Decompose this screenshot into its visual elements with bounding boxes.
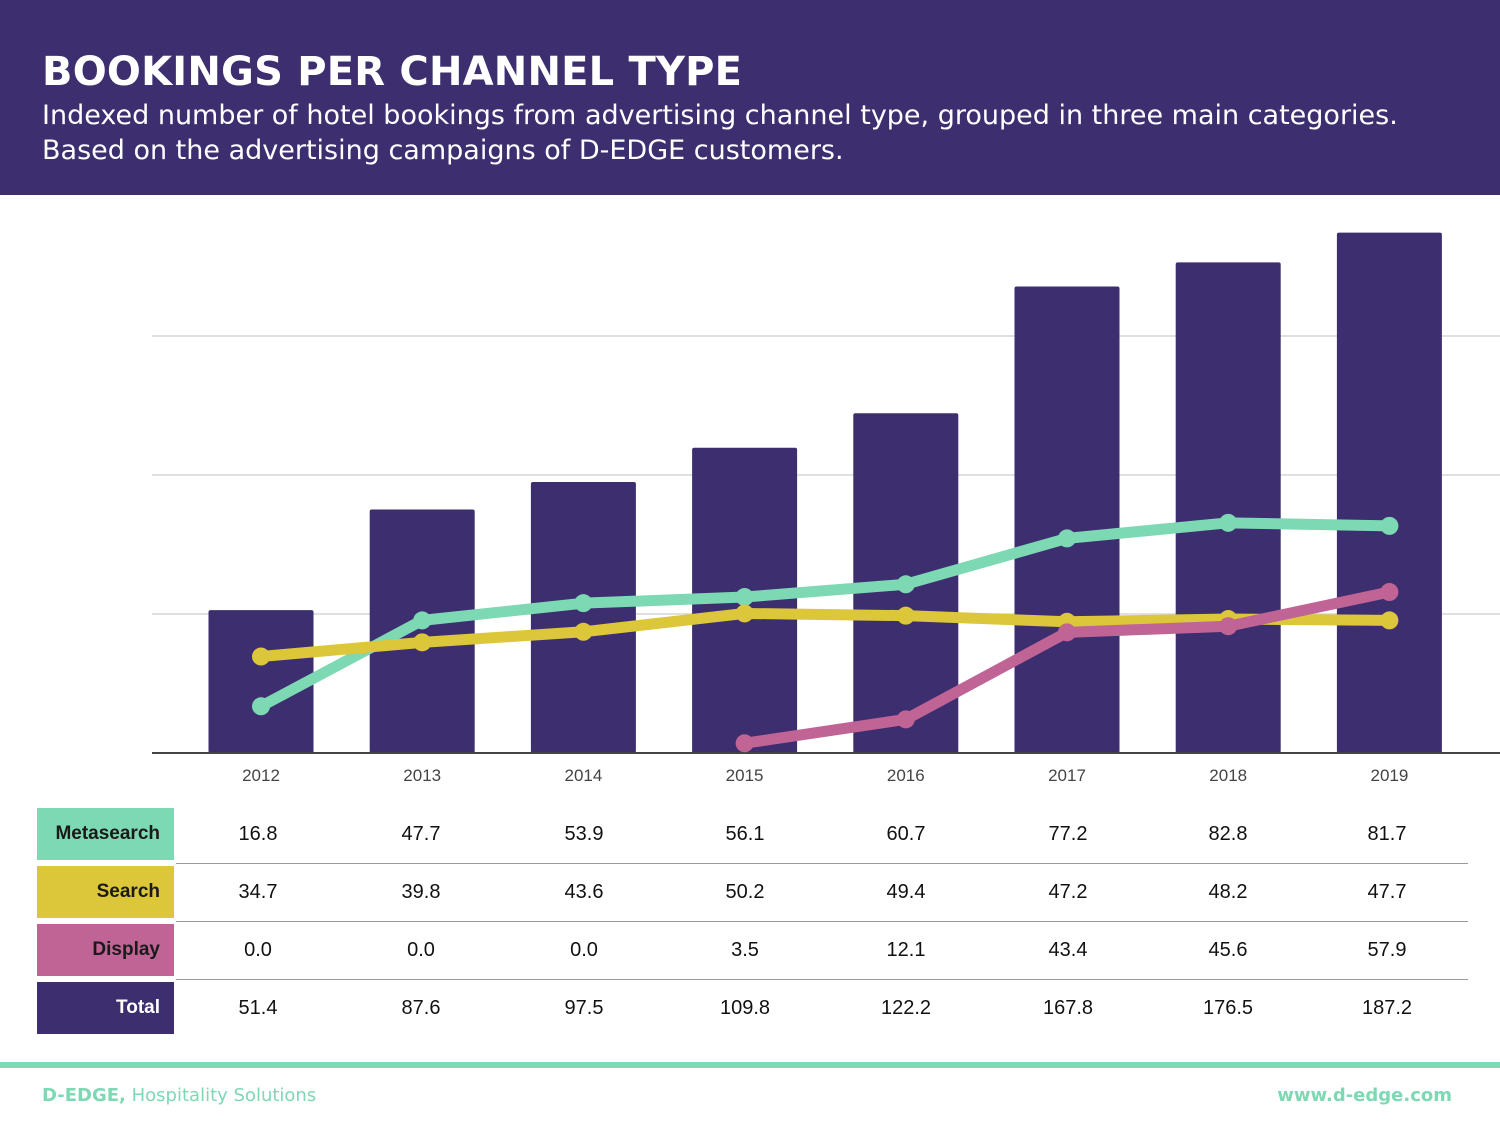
footer-divider [0,1062,1500,1068]
footer-tagline: Hospitality Solutions [125,1085,317,1106]
legend-metasearch: Metasearch [37,808,174,860]
table-cell-total-2013: 87.6 [401,997,441,1019]
x-tick-2016: 2016 [887,766,925,785]
legend-search: Search [37,866,174,918]
point-display-2016 [896,710,915,729]
table-cell-display-2019: 57.9 [1367,939,1407,961]
point-metasearch-2015 [735,588,754,607]
bar-total-2019 [1336,232,1442,754]
table-cell-display-2014: 0.0 [570,939,598,961]
table-cell-display-2015: 3.5 [731,939,759,961]
line-metasearch [255,517,1395,712]
table-cell-total-2018: 176.5 [1202,997,1254,1019]
table-cell-search-2014: 43.6 [564,881,604,903]
point-display-2017 [1058,623,1076,642]
footer-brand: D-EDGE, Hospitality Solutions [42,1084,316,1108]
x-tick-2014: 2014 [564,766,602,785]
bookings-chart: 2012 2013 2014 2015 2016 2017 2018 2019 [152,232,1500,785]
table-cell-total-2017: 167.8 [1042,997,1094,1019]
point-search-2019 [1380,611,1399,630]
x-tick-2019: 2019 [1370,766,1408,785]
legend-total: Total [37,982,174,1034]
x-tick-2013: 2013 [403,766,441,785]
table-cell-metasearch-2013: 47.7 [401,823,441,845]
x-tick-2012: 2012 [242,766,280,785]
point-metasearch-2019 [1380,516,1399,535]
table-cell-search-2018: 48.2 [1208,881,1248,903]
line-search [255,607,1395,663]
x-tick-2018: 2018 [1209,766,1247,785]
point-search-2014 [574,622,593,641]
point-display-2018 [1219,617,1238,636]
legend-display: Display [37,924,174,976]
point-metasearch-2018 [1219,513,1238,532]
footer-url[interactable]: www.d-edge.com [1277,1085,1452,1106]
table-cell-total-2014: 97.5 [564,997,604,1019]
x-tick-2017: 2017 [1048,766,1086,785]
table-cell-search-2017: 47.2 [1048,881,1088,903]
table-cell-display-2013: 0.0 [407,939,435,961]
bar-total-2018 [1175,262,1281,753]
point-metasearch-2012 [252,697,270,716]
table-row-divider [176,979,1468,980]
point-metasearch-2016 [896,575,915,594]
table-cell-metasearch-2014: 53.9 [564,823,604,845]
table-row-divider [176,863,1468,864]
point-search-2015 [735,604,754,623]
table-cell-search-2013: 39.8 [401,881,441,903]
point-display-2019 [1380,583,1399,602]
table-cell-display-2018: 45.6 [1208,939,1248,961]
table-cell-search-2012: 34.7 [238,881,278,903]
point-search-2012 [252,647,270,666]
table-cell-search-2016: 49.4 [886,881,926,903]
page-title: BOOKINGS PER CHANNEL TYPE [42,49,743,95]
table-cell-search-2015: 50.2 [725,881,765,903]
table-cell-metasearch-2019: 81.7 [1367,823,1407,845]
table-cell-search-2019: 47.7 [1367,881,1407,903]
point-metasearch-2014 [574,594,593,613]
table-cell-metasearch-2017: 77.2 [1048,823,1088,845]
bar-total-2014 [530,481,636,753]
table-cell-total-2015: 109.8 [719,997,771,1019]
point-metasearch-2013 [413,611,432,630]
table-cell-display-2012: 0.0 [244,939,272,961]
table-cell-total-2016: 122.2 [880,997,932,1019]
table-row-divider [176,921,1468,922]
table-cell-metasearch-2018: 82.8 [1208,823,1248,845]
table-cell-metasearch-2015: 56.1 [725,823,765,845]
point-search-2016 [896,606,915,625]
table-cell-total-2019: 187.2 [1361,997,1413,1019]
table-cell-display-2016: 12.1 [886,939,926,961]
bar-total-2013 [369,509,475,753]
table-cell-total-2012: 51.4 [238,997,278,1019]
bar-total-2012 [208,610,314,753]
footer-brand-name: D-EDGE, [42,1085,126,1106]
point-display-2015 [735,734,754,753]
table-cell-metasearch-2012: 16.8 [238,823,278,845]
point-search-2013 [413,633,432,652]
table-cell-display-2017: 43.4 [1048,939,1088,961]
x-tick-2015: 2015 [726,766,764,785]
table-cell-metasearch-2016: 60.7 [886,823,926,845]
bar-total-2017 [1014,286,1120,753]
page-subtitle: Indexed number of hotel bookings from ad… [42,100,1398,166]
point-metasearch-2017 [1058,529,1076,548]
header-banner: BOOKINGS PER CHANNEL TYPE Indexed number… [0,0,1500,195]
